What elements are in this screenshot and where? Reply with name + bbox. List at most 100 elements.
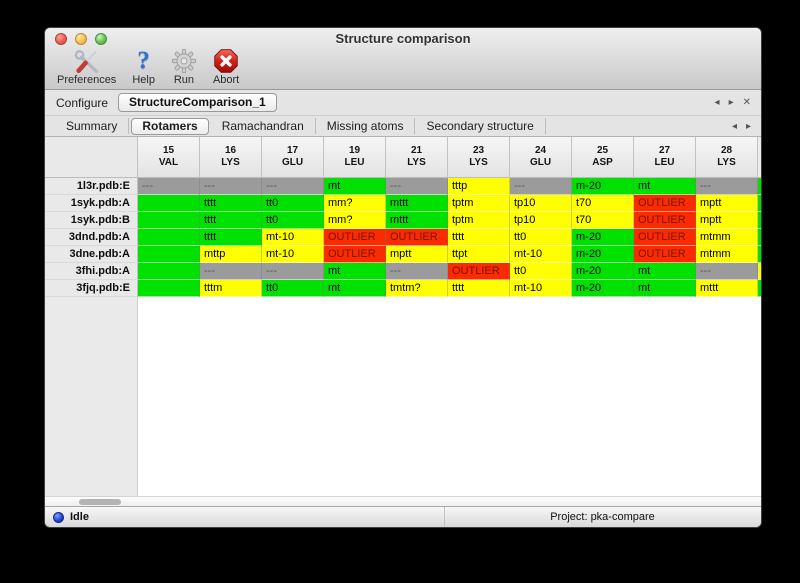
configuration-tab[interactable]: StructureComparison_1 bbox=[118, 93, 277, 112]
rotamer-cell[interactable]: tt0 bbox=[262, 212, 324, 229]
rotamer-cell[interactable]: mt-10 bbox=[262, 246, 324, 263]
rotamer-cell[interactable]: ttpt bbox=[448, 246, 510, 263]
rotamer-cell[interactable]: OUTLIER bbox=[634, 212, 696, 229]
column-header-24[interactable]: 24 GLU bbox=[510, 137, 572, 178]
rotamer-cell[interactable]: mt bbox=[324, 280, 386, 297]
rotamer-cell[interactable]: mptt bbox=[386, 246, 448, 263]
run-button[interactable]: Run bbox=[171, 48, 197, 86]
abort-button[interactable]: Abort bbox=[213, 48, 239, 86]
rotamer-cell[interactable]: --- bbox=[386, 178, 448, 195]
tabs-scroll-right-icon[interactable]: ▸ bbox=[745, 120, 751, 132]
rotamer-cell[interactable]: tttt bbox=[200, 229, 262, 246]
rotamer-cell[interactable]: --- bbox=[200, 263, 262, 280]
tab-rotamers[interactable]: Rotamers bbox=[131, 117, 209, 135]
rotamer-cell[interactable]: mt bbox=[634, 280, 696, 297]
tab-missing-atoms[interactable]: Missing atoms bbox=[316, 118, 416, 134]
rotamer-cell[interactable]: --- bbox=[696, 178, 758, 195]
rotamer-cell[interactable]: tp10 bbox=[510, 195, 572, 212]
rotamer-cell[interactable]: tttt bbox=[448, 280, 510, 297]
rotamer-cell[interactable]: tptm bbox=[448, 212, 510, 229]
column-header-16[interactable]: 16 LYS bbox=[200, 137, 262, 178]
rotamer-cell[interactable]: tptm bbox=[448, 195, 510, 212]
rotamer-cell[interactable]: OUTLIER bbox=[448, 263, 510, 280]
rotamer-cell[interactable]: --- bbox=[696, 263, 758, 280]
rotamer-cell[interactable]: mm? bbox=[324, 212, 386, 229]
scroll-left-icon[interactable]: ◂ bbox=[714, 97, 720, 108]
rotamer-cell[interactable]: tttt bbox=[200, 212, 262, 229]
column-header-28[interactable]: 28 LYS bbox=[696, 137, 758, 178]
rotamer-cell[interactable] bbox=[138, 263, 200, 280]
tab-ramachandran[interactable]: Ramachandran bbox=[211, 118, 316, 134]
rotamer-cell[interactable]: m-20 bbox=[572, 178, 634, 195]
rotamer-cell[interactable]: OUTLIER bbox=[634, 229, 696, 246]
rotamer-cell[interactable]: --- bbox=[138, 178, 200, 195]
rotamer-cell[interactable]: tt0 bbox=[510, 229, 572, 246]
rotamer-cell[interactable]: OUTLIER bbox=[634, 195, 696, 212]
partial-cell[interactable] bbox=[758, 212, 761, 229]
rotamer-cell[interactable]: mm? bbox=[324, 195, 386, 212]
rotamer-cell[interactable]: tt0 bbox=[510, 263, 572, 280]
rotamer-cell[interactable]: mt bbox=[324, 178, 386, 195]
scrollbar-thumb[interactable] bbox=[79, 499, 121, 505]
scroll-right-icon[interactable]: ▸ bbox=[728, 97, 734, 108]
rotamer-cell[interactable]: tttt bbox=[448, 229, 510, 246]
rotamer-cell[interactable]: mt bbox=[634, 263, 696, 280]
rotamer-cell[interactable]: mptt bbox=[696, 195, 758, 212]
preferences-button[interactable]: Preferences bbox=[57, 48, 116, 86]
column-header-15[interactable]: 15 VAL bbox=[138, 137, 200, 178]
rotamer-cell[interactable]: --- bbox=[262, 263, 324, 280]
rotamer-cell[interactable]: mtmm bbox=[696, 246, 758, 263]
rotamer-cell[interactable]: mptt bbox=[696, 212, 758, 229]
rotamer-cell[interactable]: mt bbox=[324, 263, 386, 280]
help-button[interactable]: ? Help bbox=[132, 48, 155, 86]
rotamer-cell[interactable]: mttt bbox=[386, 212, 448, 229]
rotamer-cell[interactable]: mttp bbox=[200, 246, 262, 263]
rotamer-cell[interactable] bbox=[138, 229, 200, 246]
rotamer-cell[interactable]: tt0 bbox=[262, 195, 324, 212]
rotamer-cell[interactable]: m-20 bbox=[572, 280, 634, 297]
rotamer-cell[interactable]: mt bbox=[634, 178, 696, 195]
rotamer-cell[interactable]: --- bbox=[510, 178, 572, 195]
rotamer-cell[interactable]: tttp bbox=[448, 178, 510, 195]
rotamer-cell[interactable]: OUTLIER bbox=[324, 229, 386, 246]
rotamer-cell[interactable]: tp10 bbox=[510, 212, 572, 229]
rotamer-cell[interactable]: OUTLIER bbox=[386, 229, 448, 246]
rotamer-cell[interactable] bbox=[138, 195, 200, 212]
partial-cell[interactable] bbox=[758, 280, 761, 297]
tabs-scroll-left-icon[interactable]: ◂ bbox=[731, 120, 737, 132]
rotamer-cell[interactable]: mttt bbox=[386, 195, 448, 212]
rotamer-cell[interactable]: --- bbox=[262, 178, 324, 195]
titlebar[interactable]: Structure comparison bbox=[45, 28, 761, 49]
column-header-27[interactable]: 27 LEU bbox=[634, 137, 696, 178]
zoom-window-button[interactable] bbox=[95, 33, 107, 45]
rotamer-cell[interactable]: mt-10 bbox=[510, 246, 572, 263]
column-header-17[interactable]: 17 GLU bbox=[262, 137, 324, 178]
close-window-button[interactable] bbox=[55, 33, 67, 45]
rotamer-cell[interactable]: mttt bbox=[696, 280, 758, 297]
rotamer-cell[interactable]: --- bbox=[386, 263, 448, 280]
rotamer-cell[interactable]: OUTLIER bbox=[634, 246, 696, 263]
rotamer-cell[interactable]: --- bbox=[200, 178, 262, 195]
rotamer-cell[interactable]: t70 bbox=[572, 195, 634, 212]
column-header-21[interactable]: 21 LYS bbox=[386, 137, 448, 178]
partial-cell[interactable] bbox=[758, 229, 761, 246]
tab-summary[interactable]: Summary bbox=[55, 118, 130, 134]
partial-cell[interactable] bbox=[758, 263, 761, 280]
tab-secondary-structure[interactable]: Secondary structure bbox=[415, 118, 546, 134]
rotamer-cell[interactable]: m-20 bbox=[572, 246, 634, 263]
rotamer-cell[interactable]: m-20 bbox=[572, 263, 634, 280]
column-header-19[interactable]: 19 LEU bbox=[324, 137, 386, 178]
rotamer-cell[interactable]: mt-10 bbox=[262, 229, 324, 246]
rotamer-cell[interactable]: m-20 bbox=[572, 229, 634, 246]
rotamer-cell[interactable] bbox=[138, 246, 200, 263]
column-header-25[interactable]: 25 ASP bbox=[572, 137, 634, 178]
rotamer-cell[interactable]: tttt bbox=[200, 195, 262, 212]
rotamer-cell[interactable]: mtmm bbox=[696, 229, 758, 246]
close-config-icon[interactable]: ✕ bbox=[742, 97, 751, 108]
rotamer-cell[interactable]: t70 bbox=[572, 212, 634, 229]
horizontal-scrollbar[interactable] bbox=[45, 496, 761, 506]
partial-cell[interactable] bbox=[758, 246, 761, 263]
rotamer-cell[interactable]: mt-10 bbox=[510, 280, 572, 297]
partial-cell[interactable] bbox=[758, 178, 761, 195]
rotamer-cell[interactable] bbox=[138, 212, 200, 229]
